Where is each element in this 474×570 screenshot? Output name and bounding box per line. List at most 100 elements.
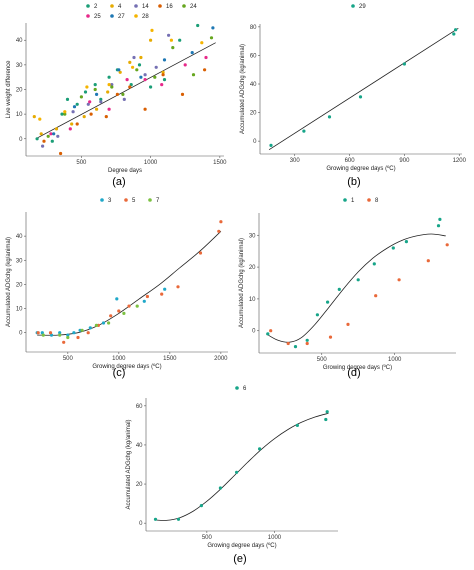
legend-marker-16 [158,4,162,8]
x-tick-label: 1000 [112,356,126,362]
data-point-series-6 [324,417,328,422]
data-point-series-5 [127,304,131,308]
data-point-series-2 [99,97,103,101]
data-point-series-24 [121,92,125,96]
data-point-series-7 [122,311,126,315]
data-point-series-16 [143,107,147,111]
data-point-series-16 [180,92,185,96]
data-point-series-3 [72,331,76,335]
data-point-series-1 [305,338,309,342]
data-point-series-5 [145,294,149,299]
legend-marker-29 [351,4,355,8]
data-point-series-1 [315,313,319,317]
data-point-series-27 [72,105,77,109]
chart-panel-b: 29 300 600 900 1200 0 20 40 60 80 Growing degree d… [240,4,467,188]
data-point-series-14 [71,110,75,114]
data-point-series-8 [286,341,290,346]
data-point-series-29 [402,62,406,66]
data-point-series-27 [190,51,194,55]
data-point-series-3 [49,333,54,337]
y-tick-label: 30 [16,258,23,264]
y-axis-label: Accumulated ADGchg (kg/animal) [6,237,12,327]
x-tick-label: 300 [290,158,301,164]
data-point-series-4 [149,38,153,42]
data-point-series-28 [200,41,204,45]
x-axis-label: Growing degree days (ºC) [326,165,395,172]
data-point-series-16 [161,73,165,77]
data-point-series-14 [110,83,114,87]
data-point-series-24 [79,95,83,99]
data-point-series-6 [235,470,239,474]
data-point-series-3 [88,326,92,330]
data-point-series-27 [117,68,121,72]
data-point-series-14 [167,33,171,37]
data-point-series-7 [66,335,70,340]
data-point-series-5 [160,292,164,296]
panel-label-e: (e) [233,553,246,565]
data-point-series-28 [38,117,42,121]
data-point-series-3 [58,331,62,335]
legend-marker-27 [110,14,114,18]
data-point-series-8 [328,335,333,339]
x-axis-label: Growing degree days (ºC) [92,363,161,370]
data-point-series-29 [358,95,363,99]
y-tick-label: 20 [136,482,143,488]
data-point-series-16 [115,92,119,96]
y-tick-label: 0 [19,331,23,337]
y-tick-label: 10 [249,297,256,303]
data-point-series-4 [128,60,132,64]
y-tick-label: 60 [250,53,257,59]
data-point-series-24 [209,36,214,40]
data-point-series-27 [95,92,99,96]
y-axis-label: Accumulated ADGchg (kg/animal) [239,238,245,328]
data-point-series-24 [46,134,50,138]
y-tick-label: 40 [136,443,143,449]
data-point-series-24 [191,73,196,77]
data-point-series-6 [199,504,203,508]
data-point-series-25 [160,83,164,87]
data-point-series-8 [445,243,449,247]
data-point-series-4 [70,122,74,126]
data-point-series-2 [196,23,200,28]
data-point-series-29 [327,115,332,119]
data-point-series-24 [135,68,139,72]
data-point-series-16 [42,139,46,143]
data-point-series-5 [86,331,90,335]
data-point-series-5 [48,331,53,335]
panel-label-b: (b) [347,176,360,188]
data-point-series-25 [204,55,208,60]
data-point-series-6 [325,410,329,414]
data-point-series-8 [426,259,430,263]
legend-marker-28 [134,14,138,18]
x-tick-label: 500 [63,356,74,362]
data-point-series-1 [293,345,298,349]
data-point-series-3 [163,287,167,291]
data-point-series-27 [52,132,56,136]
x-axis-label: Growing degree days (ºC) [207,542,276,549]
data-point-series-14 [143,73,147,77]
data-point-series-4 [106,90,110,94]
chart-panel-d: 1 8 500 1000 0 10 20 30 Growing degree days (ºC)… [239,198,456,379]
data-point-series-6 [218,486,222,490]
data-point-series-16 [104,115,108,119]
data-point-series-1 [436,224,441,228]
x-tick-label: 600 [345,158,356,164]
fit-curve [35,42,216,140]
y-axis-label: Accumulated ADGchg (kg/animal) [126,419,132,509]
data-point-series-3 [142,299,146,303]
data-point-series-2 [162,78,167,82]
data-point-series-25 [88,100,92,104]
data-point-series-16 [75,122,79,126]
fit-curve [155,412,329,521]
data-point-series-27 [139,75,143,79]
data-point-series-28 [131,65,135,69]
legend-marker-6 [235,386,239,390]
data-point-series-6 [176,517,181,521]
data-point-series-2 [93,83,97,87]
legend-marker-3 [100,198,104,202]
data-point-series-6 [258,447,262,451]
data-point-series-16 [89,112,93,116]
y-tick-label: 80 [250,25,257,31]
x-tick-label: 1000 [388,357,402,363]
